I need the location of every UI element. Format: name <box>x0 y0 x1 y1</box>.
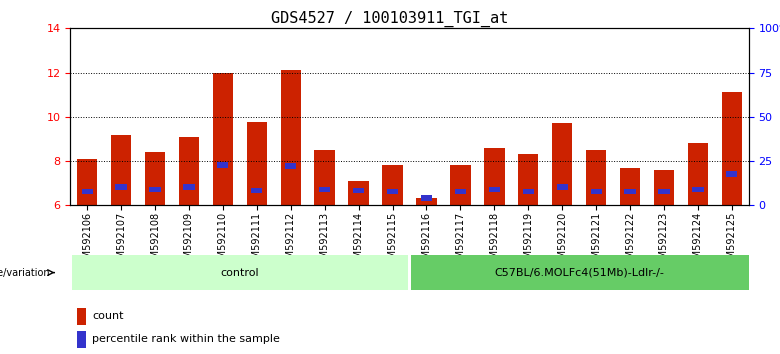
Text: count: count <box>92 312 123 321</box>
Bar <box>523 189 534 194</box>
Text: GDS4527 / 100103911_TGI_at: GDS4527 / 100103911_TGI_at <box>271 11 509 27</box>
Bar <box>349 181 369 205</box>
Text: genotype/variation: genotype/variation <box>0 268 51 278</box>
Bar <box>489 187 500 192</box>
Bar <box>411 255 749 290</box>
Bar <box>625 189 636 194</box>
Bar <box>251 188 262 193</box>
Bar <box>77 159 98 205</box>
Bar <box>586 150 606 205</box>
Bar <box>382 166 402 205</box>
Bar <box>417 198 437 205</box>
Bar <box>213 73 233 205</box>
Bar <box>552 124 573 205</box>
Text: control: control <box>221 268 259 278</box>
Bar <box>285 163 296 169</box>
Bar <box>150 187 161 192</box>
Bar <box>77 331 86 348</box>
Bar <box>421 195 432 201</box>
Bar <box>450 166 470 205</box>
Bar <box>115 184 126 190</box>
Text: percentile rank within the sample: percentile rank within the sample <box>92 335 280 344</box>
Bar <box>145 152 165 205</box>
Bar <box>654 170 674 205</box>
Bar <box>72 255 408 290</box>
Bar <box>281 70 301 205</box>
Bar <box>319 187 330 192</box>
Bar <box>484 148 505 205</box>
Bar <box>590 189 601 194</box>
Bar <box>353 188 364 193</box>
Bar <box>183 184 194 190</box>
Bar <box>693 187 704 192</box>
Bar <box>726 171 737 177</box>
Bar <box>722 92 742 205</box>
Bar <box>658 189 669 194</box>
Bar <box>218 162 229 168</box>
Bar <box>688 143 708 205</box>
Bar <box>314 150 335 205</box>
Bar <box>82 189 93 194</box>
Bar <box>246 122 267 205</box>
Bar <box>179 137 199 205</box>
Bar <box>518 154 538 205</box>
Bar <box>557 184 568 190</box>
Text: C57BL/6.MOLFc4(51Mb)-Ldlr-/-: C57BL/6.MOLFc4(51Mb)-Ldlr-/- <box>495 268 664 278</box>
Bar <box>455 189 466 194</box>
Bar <box>111 135 131 205</box>
Bar <box>620 168 640 205</box>
Bar <box>77 308 86 325</box>
Bar <box>387 189 398 194</box>
